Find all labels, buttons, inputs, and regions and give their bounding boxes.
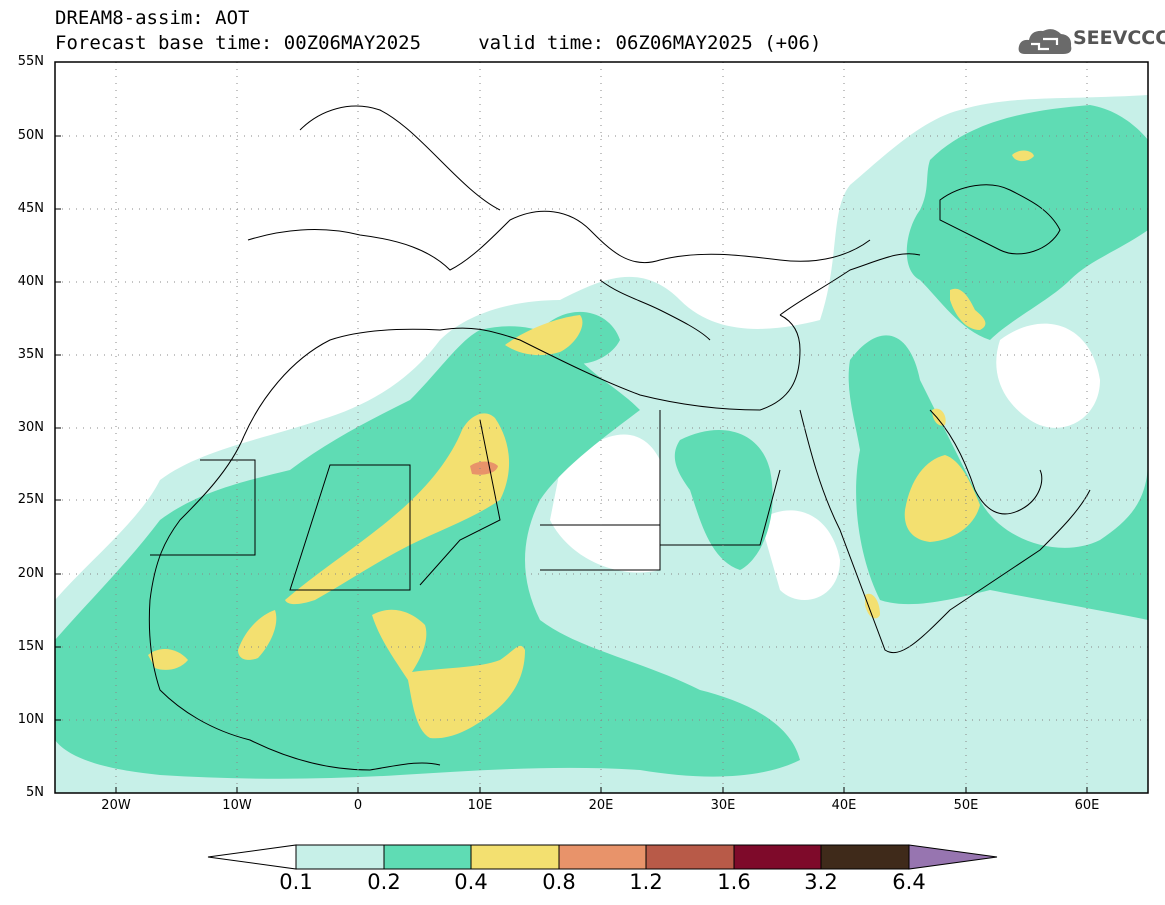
lat-label: 45N	[17, 201, 44, 216]
colorbar-box-7	[820, 844, 910, 870]
lat-label: 25N	[17, 492, 44, 507]
lon-label: 10E	[467, 798, 493, 813]
aot-band-0.4	[285, 413, 510, 605]
lat-label: 50N	[17, 128, 44, 143]
colorbar-label: 1.6	[717, 870, 751, 894]
aot-band-0.8	[470, 461, 498, 475]
graticule	[55, 62, 1148, 793]
lat-label: 55N	[17, 54, 44, 69]
chart-title: DREAM8-assim: AOT	[55, 7, 250, 29]
lon-label: 20E	[588, 798, 614, 813]
coastlines	[148, 105, 1091, 771]
colorbar-box-5	[645, 844, 735, 870]
lat-label: 5N	[26, 785, 44, 800]
lat-label: 30N	[17, 420, 44, 435]
lon-label: 50E	[953, 798, 979, 813]
colorbar-label: 6.4	[892, 870, 926, 894]
lon-label: 30E	[710, 798, 736, 813]
colorbar-label: 0.4	[454, 870, 488, 894]
colorbar-label: 0.2	[367, 870, 401, 894]
colorbar-box-3	[470, 844, 560, 870]
colorbar-box-1	[295, 844, 385, 870]
lon-label: 40E	[831, 798, 857, 813]
cloud-icon	[1018, 29, 1072, 54]
lat-label: 15N	[17, 639, 44, 654]
colorbar-label: 3.2	[804, 870, 838, 894]
seevccc-logo: SEEVCCC	[1073, 27, 1165, 49]
colorbar-box-6	[733, 844, 822, 870]
colorbar-box-2	[383, 844, 472, 870]
aot-band-0.2	[55, 326, 800, 779]
forecast-time-label: Forecast base time: 00Z06MAY2025 valid t…	[55, 32, 822, 54]
lat-label: 20N	[17, 566, 44, 581]
colorbar-extend-low	[207, 844, 297, 870]
lon-label: 0	[353, 798, 363, 813]
colorbar	[207, 844, 998, 870]
lon-label: 10W	[222, 798, 252, 813]
colorbar-label: 1.2	[629, 870, 663, 894]
colorbar-extend-high	[908, 844, 998, 870]
aot-field	[55, 95, 1148, 793]
axis-ticks	[55, 135, 1088, 793]
colorbar-label: 0.8	[542, 870, 576, 894]
lon-label: 60E	[1074, 798, 1100, 813]
lat-label: 35N	[17, 347, 44, 362]
lon-label: 20W	[101, 798, 131, 813]
colorbar-box-4	[558, 844, 647, 870]
colorbar-label: 0.1	[279, 870, 313, 894]
lat-label: 40N	[17, 274, 44, 289]
lat-label: 10N	[17, 712, 44, 727]
